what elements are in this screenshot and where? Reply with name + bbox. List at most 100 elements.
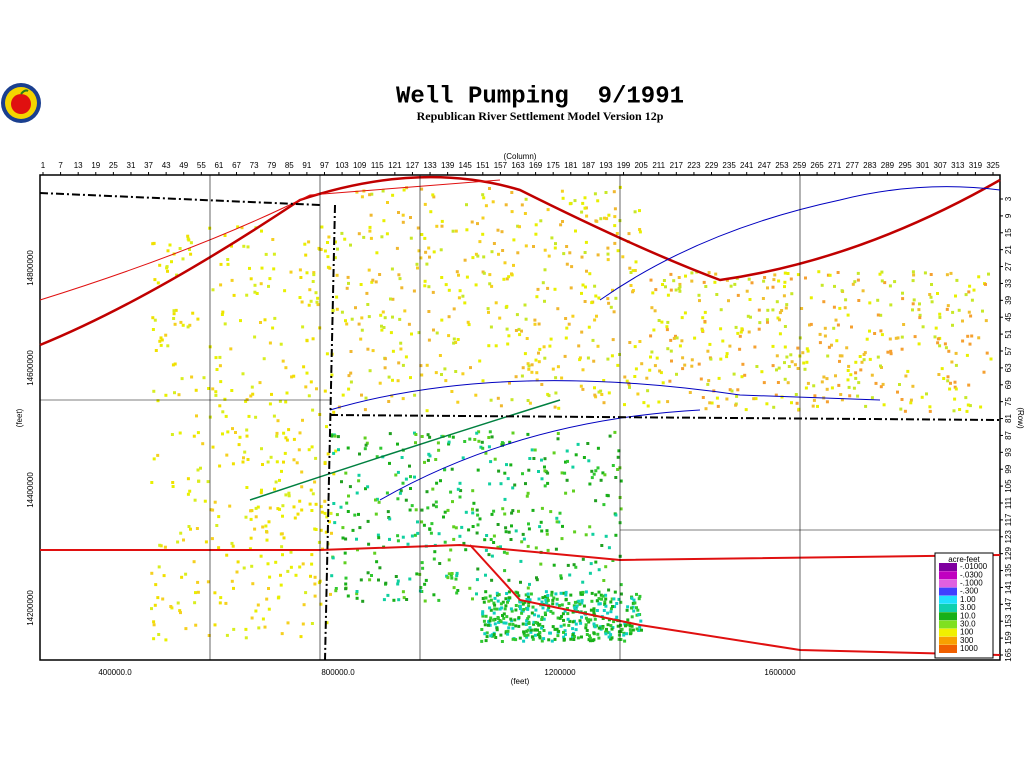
pumping-cell — [401, 220, 405, 224]
pumping-cell — [304, 591, 308, 595]
pumping-cell — [617, 449, 621, 453]
pumping-cell — [672, 336, 676, 340]
pumping-cell — [354, 306, 357, 310]
pumping-cell — [606, 611, 610, 615]
column-tick-label: 283 — [863, 161, 877, 170]
pumping-cell — [164, 333, 168, 337]
pumping-cell — [493, 596, 497, 600]
pumping-cell — [304, 385, 308, 389]
pumping-cell — [357, 512, 360, 516]
pumping-cell — [218, 404, 222, 408]
pumping-cell — [595, 609, 599, 612]
pumping-cell — [496, 228, 500, 232]
pumping-cell — [218, 355, 222, 359]
pumping-cell — [394, 473, 398, 477]
pumping-cell — [334, 240, 337, 244]
pumping-cell — [260, 266, 264, 270]
pumping-cell — [501, 600, 505, 604]
pumping-cell — [590, 591, 594, 595]
pumping-cell — [405, 598, 409, 601]
pumping-cell — [272, 267, 276, 271]
pumping-cell — [619, 583, 623, 587]
pumping-cell — [571, 610, 575, 614]
column-tick-label: 217 — [670, 161, 684, 170]
pumping-cell — [560, 376, 564, 380]
pumping-cell — [488, 187, 491, 190]
pumping-cell — [505, 304, 509, 308]
pumping-cell — [876, 313, 880, 317]
pumping-cell — [587, 620, 591, 624]
pumping-cell — [457, 296, 461, 300]
pumping-cell — [392, 598, 396, 602]
pumping-cell — [618, 353, 621, 356]
pumping-cell — [242, 566, 246, 570]
pumping-cell — [431, 487, 435, 491]
pumping-cell — [826, 273, 830, 277]
pumping-cell — [526, 633, 530, 637]
pumping-cell — [450, 572, 454, 575]
pumping-cell — [281, 553, 284, 557]
pumping-cell — [584, 626, 588, 630]
pumping-cell — [882, 403, 886, 407]
pumping-cell — [359, 578, 363, 582]
pumping-cell — [249, 517, 253, 521]
pumping-cell — [929, 273, 933, 276]
pumping-cell — [397, 211, 400, 214]
pumping-cell — [876, 355, 880, 359]
pumping-cell — [820, 380, 824, 384]
y-tick-label: 14200000 — [26, 590, 35, 626]
pumping-cell — [666, 400, 670, 404]
pumping-cell — [487, 344, 491, 348]
pumping-cell — [876, 298, 880, 302]
pumping-cell — [594, 294, 598, 298]
pumping-cell — [574, 607, 578, 611]
pumping-cell — [346, 275, 350, 279]
pumping-cell — [382, 219, 386, 223]
pumping-cell — [323, 389, 327, 393]
pumping-cell — [526, 628, 530, 632]
pumping-cell — [349, 380, 353, 384]
pumping-cell — [489, 634, 493, 638]
pumping-cell — [665, 328, 669, 332]
pumping-cell — [778, 311, 782, 315]
pumping-cell — [804, 276, 807, 280]
pumping-cell — [540, 506, 544, 510]
pumping-cell — [565, 478, 569, 482]
pumping-cell — [954, 363, 958, 367]
pumping-cell — [543, 465, 546, 469]
pumping-cell — [160, 338, 164, 342]
pumping-cell — [384, 581, 388, 585]
legend-label: 300 — [960, 636, 974, 645]
pumping-cell — [467, 323, 471, 327]
pumping-cell — [607, 631, 611, 635]
legend-swatch — [939, 645, 957, 653]
pumping-cell — [594, 219, 598, 223]
pumping-cell — [243, 450, 247, 454]
pumping-cell — [717, 376, 721, 380]
pumping-cell — [199, 466, 202, 470]
pumping-cell — [289, 270, 293, 274]
pumping-cell — [309, 380, 313, 384]
pumping-cell — [489, 598, 493, 602]
pumping-cell — [323, 249, 327, 253]
legend-label: 1.00 — [960, 595, 976, 604]
pumping-cell — [571, 627, 575, 631]
logo — [1, 83, 41, 123]
pumping-cell — [310, 553, 314, 557]
pumping-cell — [499, 633, 503, 637]
pumping-cell — [533, 322, 537, 326]
pumping-cell — [489, 538, 493, 541]
pumping-cell — [311, 280, 315, 283]
pumping-cell — [561, 524, 564, 528]
pumping-cell — [549, 610, 553, 613]
pumping-cell — [311, 492, 315, 496]
pumping-cell — [310, 445, 314, 449]
pumping-cell — [568, 202, 572, 206]
column-tick-label: 67 — [232, 161, 241, 170]
pumping-cell — [339, 505, 343, 509]
pumping-cell — [301, 418, 304, 422]
pumping-cell — [280, 532, 284, 536]
pumping-cell — [456, 400, 460, 404]
pumping-cell — [609, 610, 613, 614]
pumping-cell — [588, 639, 592, 643]
